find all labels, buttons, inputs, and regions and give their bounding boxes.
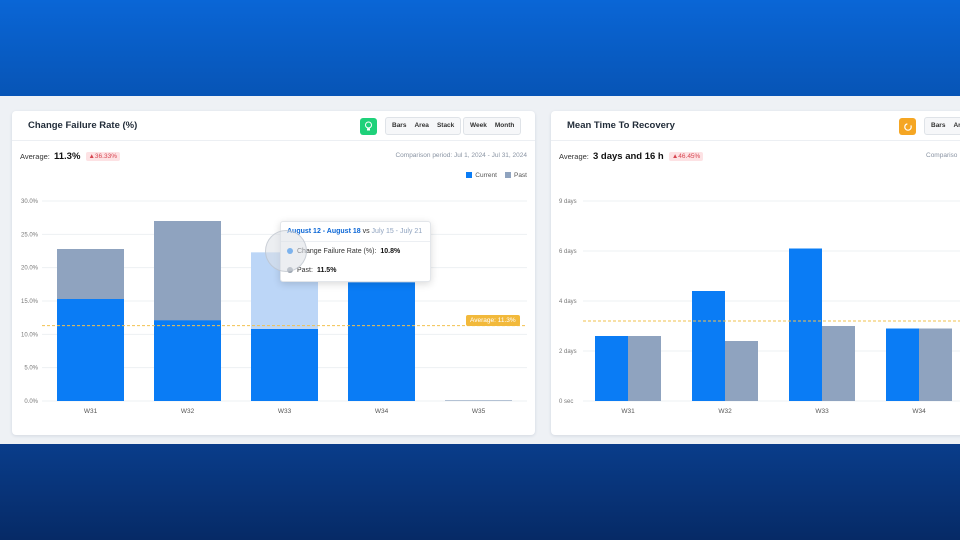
bar-current-W32 <box>154 320 221 401</box>
bar-past-W34 <box>919 328 952 401</box>
y-tick-label: 6 days <box>559 249 577 255</box>
mttr-comparison-period: Compariso <box>926 152 958 159</box>
x-tick-label: W35 <box>472 408 486 415</box>
mttr-delta-badge: ▲46.45% <box>668 152 704 161</box>
mttr-average-label: Average: <box>559 152 589 161</box>
tooltip-range: August 12 - August 18 vs July 15 - July … <box>287 228 422 235</box>
mttr-title: Mean Time To Recovery <box>567 120 675 131</box>
legend-current-label: Current <box>475 172 497 179</box>
x-tick-label: W32 <box>718 408 732 415</box>
bar-current-W33 <box>251 329 318 401</box>
bar-current-W31 <box>595 336 628 401</box>
bar-current-W34 <box>886 328 919 401</box>
tooltip-vs: vs <box>362 228 370 235</box>
view-bars-button[interactable]: Bars <box>392 122 407 129</box>
y-tick-label: 15.0% <box>21 299 39 305</box>
cfr-average-label: Average: <box>20 152 50 161</box>
cfr-average-tag: Average: 11.3% <box>466 315 520 326</box>
y-tick-label: 4 days <box>559 299 577 305</box>
mttr-average-value: 3 days and 16 h <box>592 151 664 162</box>
view-bars-button[interactable]: Bars <box>931 122 946 129</box>
bar-past-W35 <box>445 400 512 401</box>
cfr-delta-badge: ▲36.33% <box>85 152 120 161</box>
x-tick-label: W34 <box>375 408 389 415</box>
x-tick-label: W34 <box>912 408 926 415</box>
y-tick-label: 9 days <box>559 199 577 205</box>
cfr-card-header: Change Failure Rate (%) Bars Area Stack … <box>12 111 535 141</box>
recovery-icon[interactable] <box>899 118 916 135</box>
cfr-legend: Current Past <box>466 172 527 179</box>
x-tick-label: W33 <box>278 408 292 415</box>
legend-past-label: Past <box>513 172 527 179</box>
cfr-period-toggle: Week Month <box>463 117 522 135</box>
bulb-icon[interactable] <box>360 118 377 135</box>
x-tick-label: W33 <box>815 408 829 415</box>
y-tick-label: 0.0% <box>24 399 38 405</box>
cfr-view-toggle: Bars Area Stack <box>385 117 462 135</box>
bar-past-W32 <box>725 341 758 401</box>
legend-past[interactable]: Past <box>504 172 527 179</box>
period-month-button[interactable]: Month <box>494 122 515 129</box>
tooltip-current-label: Change Failure Rate (%): <box>297 248 377 255</box>
bar-current-W34 <box>348 282 415 401</box>
tooltip-divider <box>281 241 430 242</box>
y-tick-label: 0 sec <box>559 399 573 405</box>
bar-current-W33 <box>789 248 822 401</box>
view-area-button[interactable]: Area <box>414 122 429 129</box>
y-tick-label: 20.0% <box>21 266 39 272</box>
view-area-button[interactable]: Are <box>953 122 960 129</box>
cfr-comparison-period: Comparison period: Jul 1, 2024 - Jul 31,… <box>395 152 527 159</box>
tooltip-current-value: 10.8% <box>380 248 401 255</box>
tooltip-range-past: July 15 - July 21 <box>371 228 423 235</box>
bar-past-W31 <box>628 336 661 401</box>
y-tick-label: 2 days <box>559 349 577 355</box>
bar-current-W31 <box>57 299 124 401</box>
cfr-card: Change Failure Rate (%) Bars Area Stack … <box>12 111 535 435</box>
bar-current-W32 <box>692 291 725 401</box>
cursor-highlight <box>265 230 307 272</box>
legend-current[interactable]: Current <box>466 172 497 179</box>
mttr-card-header: Mean Time To Recovery Bars Are <box>551 111 960 141</box>
cfr-average-value: 11.3% <box>53 151 81 162</box>
tooltip-range-current: August 12 - August 18 <box>287 228 361 235</box>
y-tick-label: 30.0% <box>21 199 39 205</box>
cfr-chart: 0.0% 5.0% 10.0% 15.0% 20.0% 25.0% 30.0% W31 W32 W… <box>21 199 527 415</box>
y-tick-label: 5.0% <box>24 366 38 372</box>
tooltip-past-label: Past: <box>297 267 313 274</box>
mttr-average: Average: 3 days and 16 h ▲46.45% <box>559 151 704 162</box>
x-tick-label: W31 <box>621 408 635 415</box>
period-week-button[interactable]: Week <box>470 122 487 129</box>
view-stack-button[interactable]: Stack <box>436 122 455 129</box>
cfr-average: Average: 11.3% ▲36.33% <box>20 151 120 162</box>
mttr-card: Mean Time To Recovery Bars Are Average: … <box>551 111 960 435</box>
mttr-chart: 0 sec 2 days 4 days 6 days 9 days W31 W32 W33 W3… <box>559 199 960 415</box>
tooltip-past-value: 11.5% <box>316 267 337 274</box>
bar-past-W33 <box>822 326 855 401</box>
mttr-view-toggle: Bars Are <box>924 117 960 135</box>
cfr-title: Change Failure Rate (%) <box>28 120 138 131</box>
x-tick-label: W31 <box>84 408 98 415</box>
x-tick-label: W32 <box>181 408 195 415</box>
y-tick-label: 25.0% <box>21 232 39 238</box>
y-tick-label: 10.0% <box>21 332 39 338</box>
